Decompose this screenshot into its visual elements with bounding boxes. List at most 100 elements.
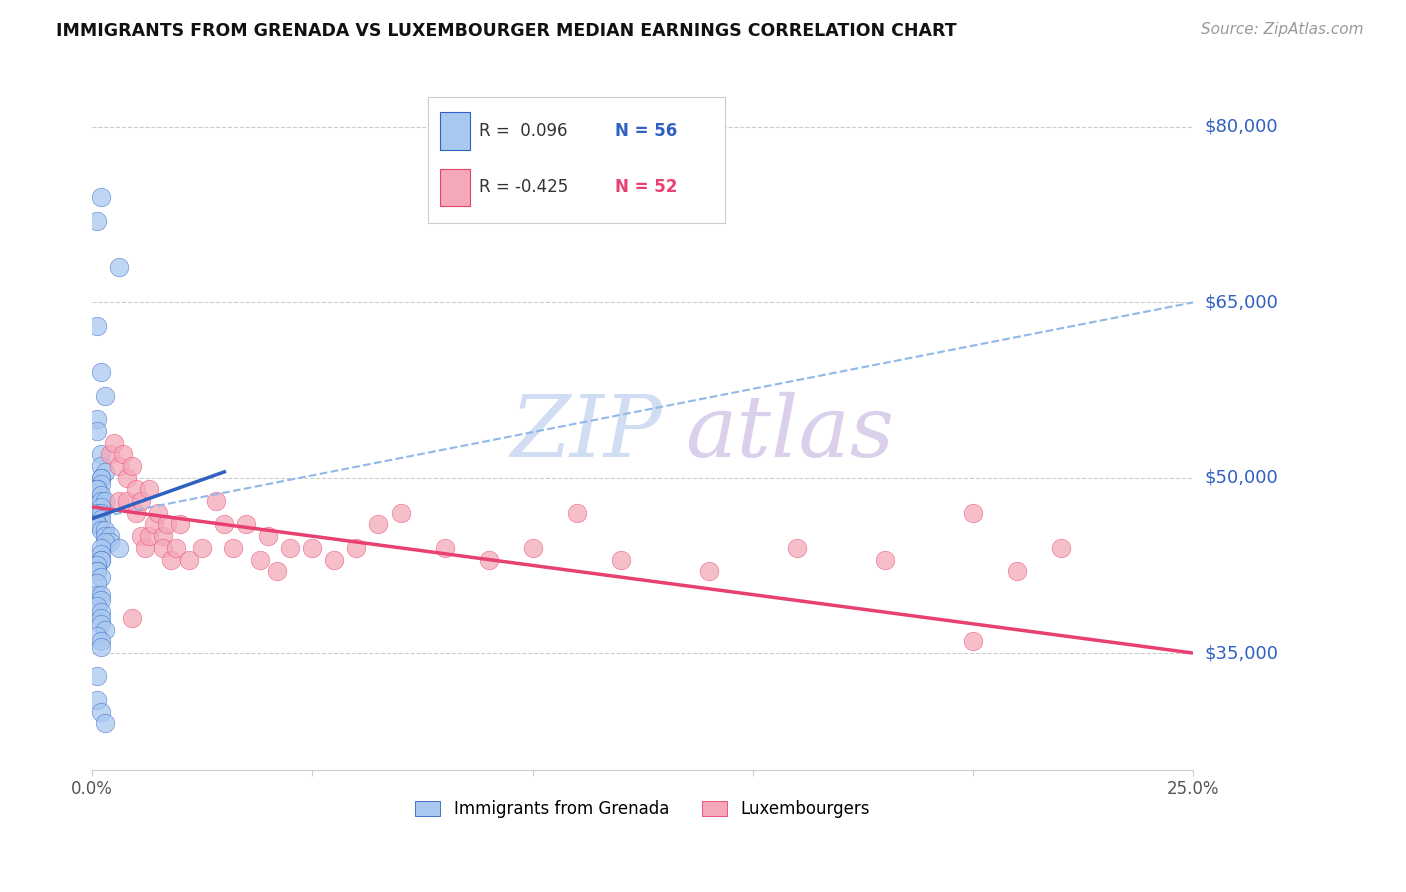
- Point: [301, 541, 323, 555]
- Point: [142, 517, 165, 532]
- Point: [90, 570, 112, 584]
- Point: [90, 616, 112, 631]
- Point: [86, 506, 108, 520]
- Point: [86, 424, 108, 438]
- Point: [107, 260, 129, 275]
- Point: [266, 564, 288, 578]
- Point: [94, 623, 117, 637]
- Point: [94, 494, 117, 508]
- Point: [214, 517, 236, 532]
- Point: [98, 535, 121, 549]
- Point: [249, 552, 271, 566]
- Point: [235, 517, 257, 532]
- Point: [86, 483, 108, 497]
- Point: [873, 552, 896, 566]
- Point: [280, 541, 302, 555]
- Point: [346, 541, 368, 555]
- Point: [86, 576, 108, 591]
- Point: [90, 447, 112, 461]
- Point: [90, 588, 112, 602]
- Point: [90, 524, 112, 538]
- Point: [121, 611, 143, 625]
- Point: [86, 693, 108, 707]
- Point: [90, 547, 112, 561]
- Point: [90, 500, 112, 514]
- Point: [94, 524, 117, 538]
- Point: [125, 506, 148, 520]
- Point: [86, 318, 108, 333]
- Point: [117, 494, 139, 508]
- Point: [134, 541, 156, 555]
- Point: [90, 511, 112, 525]
- Point: [86, 564, 108, 578]
- Point: [257, 529, 280, 543]
- Point: [90, 190, 112, 204]
- Point: [90, 471, 112, 485]
- Point: [204, 494, 226, 508]
- Point: [962, 634, 984, 648]
- Text: $80,000: $80,000: [1205, 118, 1278, 136]
- Point: [86, 628, 108, 642]
- Point: [98, 529, 121, 543]
- Point: [86, 412, 108, 426]
- Point: [165, 541, 187, 555]
- Point: [90, 705, 112, 719]
- Point: [1050, 810, 1073, 824]
- Text: atlas: atlas: [685, 392, 894, 475]
- Text: IMMIGRANTS FROM GRENADA VS LUXEMBOURGER MEDIAN EARNINGS CORRELATION CHART: IMMIGRANTS FROM GRENADA VS LUXEMBOURGER …: [56, 22, 957, 40]
- Point: [148, 506, 170, 520]
- Point: [86, 517, 108, 532]
- Point: [222, 541, 245, 555]
- Point: [129, 494, 152, 508]
- Point: [433, 541, 456, 555]
- Point: [107, 458, 129, 473]
- Point: [138, 529, 160, 543]
- Point: [107, 494, 129, 508]
- Point: [90, 458, 112, 473]
- Point: [697, 564, 720, 578]
- Point: [121, 458, 143, 473]
- Point: [117, 471, 139, 485]
- Point: [160, 552, 183, 566]
- Point: [94, 716, 117, 731]
- Point: [90, 640, 112, 655]
- Point: [367, 517, 389, 532]
- Point: [962, 506, 984, 520]
- Point: [610, 552, 633, 566]
- Point: [177, 552, 200, 566]
- Point: [389, 506, 412, 520]
- Point: [786, 541, 808, 555]
- Point: [169, 517, 191, 532]
- Point: [86, 599, 108, 614]
- Legend: Immigrants from Grenada, Luxembourgers: Immigrants from Grenada, Luxembourgers: [409, 794, 877, 825]
- Point: [94, 535, 117, 549]
- Point: [86, 669, 108, 683]
- Point: [103, 435, 125, 450]
- Point: [86, 558, 108, 573]
- Point: [90, 593, 112, 607]
- Point: [90, 476, 112, 491]
- Point: [111, 447, 134, 461]
- Point: [90, 366, 112, 380]
- Point: [90, 488, 112, 502]
- Point: [90, 611, 112, 625]
- Point: [1005, 564, 1028, 578]
- Point: [156, 517, 179, 532]
- Point: [90, 552, 112, 566]
- Point: [565, 506, 588, 520]
- Point: [107, 541, 129, 555]
- Point: [125, 483, 148, 497]
- Point: [94, 529, 117, 543]
- Point: [86, 483, 108, 497]
- Point: [98, 447, 121, 461]
- Point: [191, 541, 214, 555]
- Text: ZIP: ZIP: [510, 392, 662, 475]
- Point: [94, 465, 117, 479]
- Point: [90, 634, 112, 648]
- Point: [90, 552, 112, 566]
- Point: [90, 494, 112, 508]
- Point: [129, 529, 152, 543]
- Point: [138, 483, 160, 497]
- Point: [1050, 541, 1073, 555]
- Point: [522, 541, 544, 555]
